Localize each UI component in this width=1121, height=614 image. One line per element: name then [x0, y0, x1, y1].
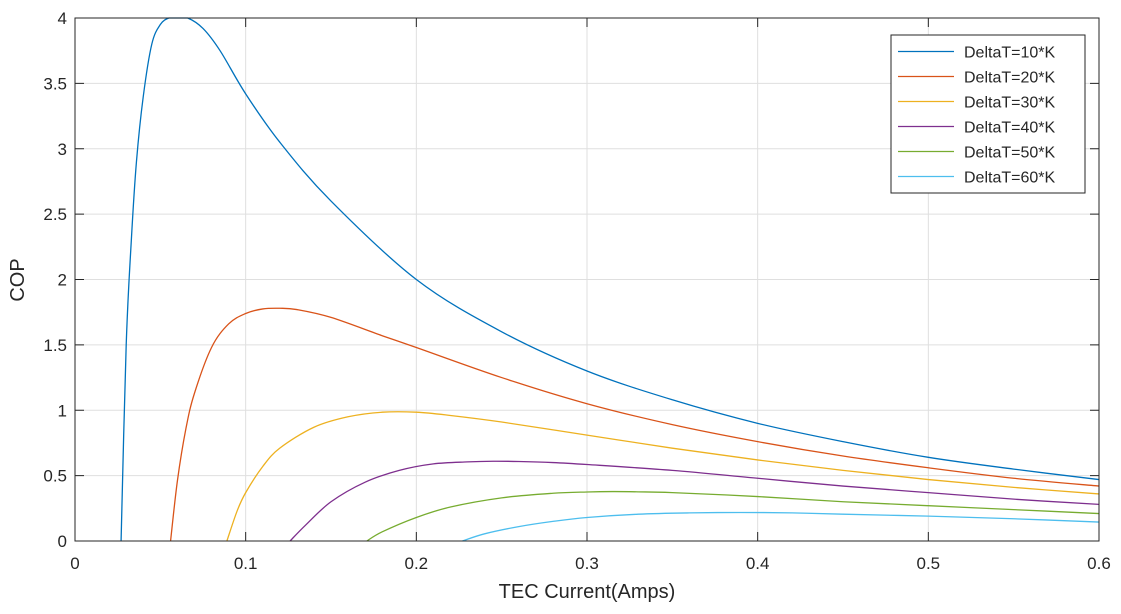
y-tick-label: 2.5 — [43, 205, 67, 224]
x-tick-label: 0.3 — [575, 554, 599, 573]
y-tick-label: 3.5 — [43, 74, 67, 93]
series-line-3 — [226, 411, 1100, 542]
y-axis-label: COP — [7, 258, 29, 301]
legend-label-2: DeltaT=20*K — [964, 70, 1055, 87]
legend-box — [890, 34, 1086, 194]
x-tick-label: 0.1 — [234, 554, 258, 573]
x-tick-label: 0.5 — [917, 554, 941, 573]
x-axis-label: TEC Current(Amps) — [499, 581, 676, 603]
series-line-5 — [366, 490, 1100, 542]
y-tick-label: 1 — [58, 401, 67, 420]
series-line-4 — [289, 460, 1100, 542]
series-line-2 — [169, 307, 1100, 542]
y-tick-label: 0 — [58, 532, 67, 551]
series-line-1 — [120, 17, 1100, 542]
y-tick-label: 4 — [58, 9, 67, 28]
y-tick-label: 1.5 — [43, 336, 67, 355]
y-tick-label: 0.5 — [43, 467, 67, 486]
tick-labels: 0 0.1 0.2 0.3 0.4 0.5 0.6 0 0.5 1 1.5 2 2.5 3 3.5 4 — [43, 9, 1110, 573]
series-layer — [120, 17, 1100, 542]
x-tick-label: 0.2 — [405, 554, 429, 573]
legend-label-1: DeltaT=10*K — [964, 45, 1055, 62]
legend-label-6: DeltaT=60*K — [964, 170, 1055, 187]
x-tick-label: 0.4 — [746, 554, 770, 573]
legend-label-3: DeltaT=30*K — [964, 95, 1055, 112]
series-line-6 — [462, 511, 1100, 542]
y-tick-label: 2 — [58, 271, 67, 290]
legend-label-4: DeltaT=40*K — [964, 120, 1055, 137]
x-tick-label: 0 — [70, 554, 79, 573]
y-tick-label: 3 — [58, 140, 67, 159]
legend: DeltaT=10*K DeltaT=20*K DeltaT=30*K DeltaT=… — [890, 34, 1086, 194]
legend-label-5: DeltaT=50*K — [964, 145, 1055, 162]
axis-ticks — [74, 17, 1100, 542]
x-tick-label: 0.6 — [1087, 554, 1111, 573]
